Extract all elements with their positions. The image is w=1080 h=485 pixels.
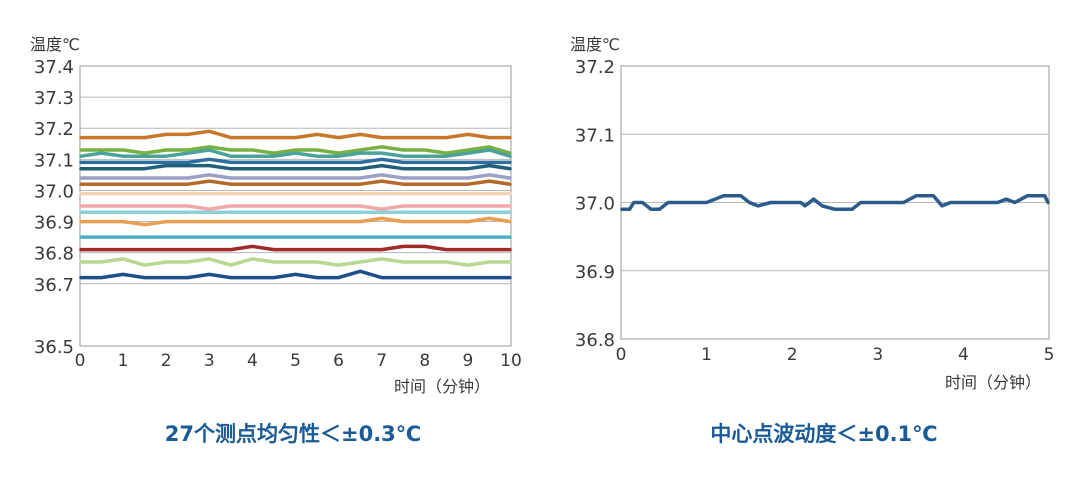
left-series-group: [79, 129, 512, 280]
y-tick-label: 36.5: [34, 337, 74, 358]
series-line-6: [79, 173, 512, 180]
series-line-9: [79, 204, 512, 211]
left-x-ticks: 0 1 2 3 4 5 6 7 8 9 10: [75, 351, 522, 371]
x-tick-label: 0: [616, 345, 627, 365]
y-tick-label: 37.3: [34, 88, 74, 109]
series-line-5: [79, 163, 512, 171]
series-line-14: [79, 257, 512, 267]
x-tick-label: 2: [161, 351, 172, 371]
chart-left: 温度℃ 37.4 37.3 37.2 37.1 37.0 36.9 36.8 36.7 36.5…: [30, 35, 522, 446]
y-tick-label: 37.2: [34, 119, 74, 140]
left-y-ticks: 37.4 37.3 37.2 37.1 37.0 36.9 36.8 36.7 36.5: [34, 57, 74, 358]
x-tick-label: 4: [247, 351, 258, 371]
y-tick-label: 37.0: [34, 181, 74, 202]
y-tick-label: 36.8: [34, 244, 74, 265]
x-tick-label: 5: [1044, 345, 1055, 365]
x-tick-label: 10: [500, 351, 522, 371]
x-tick-label: 2: [787, 345, 798, 365]
series-line-15: [79, 269, 512, 280]
right-caption: 中心点波动度＜±0.1℃: [710, 422, 937, 446]
right-series-group: [620, 193, 1050, 212]
x-tick-label: 6: [333, 351, 344, 371]
series-line-2: [79, 145, 512, 155]
x-tick-label: 1: [118, 351, 129, 371]
series-line-1: [79, 129, 512, 140]
right-x-ticks: 0 1 2 3 4 5: [616, 345, 1055, 365]
x-tick-label: 1: [701, 345, 712, 365]
y-tick-label: 36.9: [575, 262, 615, 283]
series-line-1: [620, 193, 1050, 212]
x-tick-label: 3: [204, 351, 215, 371]
right-ylabel: 温度℃: [570, 35, 620, 54]
y-tick-label: 36.7: [34, 275, 74, 296]
y-tick-label: 37.0: [575, 194, 615, 215]
x-tick-label: 9: [462, 351, 473, 371]
y-tick-label: 36.8: [575, 330, 615, 351]
chart-right: 温度℃ 37.2 37.1 37.0 36.9 36.8 0 1 2 3 4 5 时间（分钟） 中…: [570, 35, 1054, 446]
left-ylabel: 温度℃: [30, 35, 80, 54]
y-tick-label: 37.2: [575, 57, 615, 78]
series-line-3: [79, 148, 512, 158]
left-gridlines: [80, 96, 511, 285]
series-line-7: [79, 179, 512, 186]
x-tick-label: 5: [290, 351, 301, 371]
left-xlabel: 时间（分钟）: [394, 377, 490, 396]
right-y-ticks: 37.2 37.1 37.0 36.9 36.8: [575, 57, 615, 351]
series-line-4: [79, 157, 512, 165]
y-tick-label: 37.4: [34, 57, 74, 78]
y-tick-label: 36.9: [34, 213, 74, 234]
x-tick-label: 0: [75, 351, 86, 371]
right-xlabel: 时间（分钟）: [945, 373, 1041, 392]
x-tick-label: 7: [376, 351, 387, 371]
series-line-13: [79, 244, 512, 252]
x-tick-label: 8: [419, 351, 430, 371]
left-caption: 27个测点均匀性＜±0.3℃: [165, 422, 421, 446]
x-tick-label: 3: [872, 345, 883, 365]
y-tick-label: 37.1: [575, 125, 615, 146]
series-line-11: [79, 216, 512, 227]
x-tick-label: 4: [958, 345, 969, 365]
y-tick-label: 37.1: [34, 150, 74, 171]
